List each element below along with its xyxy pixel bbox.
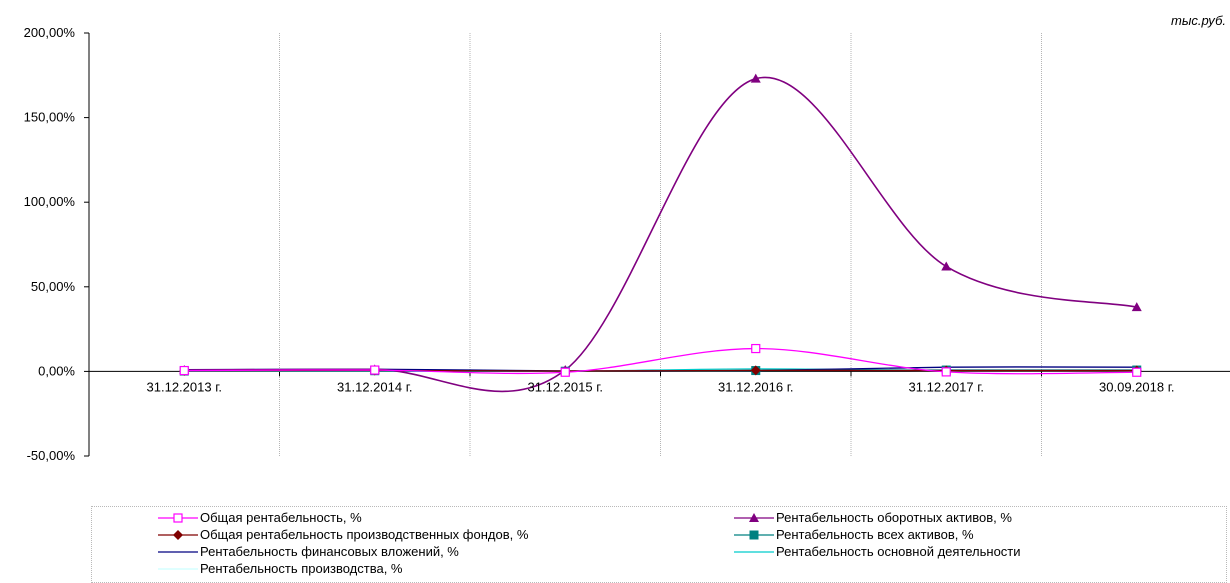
legend-swatch (734, 530, 774, 539)
data-point-marker-1 (941, 261, 952, 271)
data-point-marker-2 (750, 365, 761, 376)
legend-item: Рентабельность финансовых вложений, % (158, 543, 459, 560)
axes (84, 32, 1230, 457)
legend-swatch (158, 550, 198, 553)
legend-marker (749, 530, 759, 539)
series-line-1 (184, 76, 1137, 393)
series-line-0 (184, 347, 1137, 375)
legend-item: Рентабельность основной деятельности (734, 543, 1021, 560)
legend-label: Рентабельность основной деятельности (776, 544, 1021, 559)
legend-item: Общая рентабельность производственных фо… (158, 526, 528, 543)
legend-label: Общая рентабельность производственных фо… (200, 527, 529, 542)
legend-swatch (158, 512, 198, 523)
legend-label: Рентабельность оборотных активов, % (776, 510, 1012, 525)
legend-marker (173, 529, 183, 540)
legend-swatch (158, 567, 198, 570)
legend-label: Рентабельность производства, % (200, 561, 403, 576)
chart: 200,00%150,00%100,00%50,00%0,00%-50,00% … (24, 25, 1230, 463)
x-tick-label: 31.12.2016 г. (718, 379, 793, 394)
data-point-marker-0 (941, 367, 951, 377)
legend-item: Рентабельность производства, % (158, 560, 403, 577)
legend-label: Рентабельность всех активов, % (776, 527, 974, 542)
series-markers (179, 73, 1142, 377)
y-tick-label: 0,00% (38, 363, 75, 378)
data-point-marker-1 (750, 73, 761, 83)
data-point-marker-0 (560, 367, 570, 377)
y-tick-labels: 200,00% 150,00% 100,00% 50,00% 0,00% -50,00% (24, 25, 76, 463)
y-tick-label: 150,00% (24, 110, 76, 125)
x-tick-label: 30.09.2018 г. (1099, 379, 1174, 394)
y-tick-label: 100,00% (24, 194, 76, 209)
unit-label: тыс.руб. (1170, 13, 1226, 28)
data-point-marker-0 (1132, 367, 1142, 377)
y-tick-label: 200,00% (24, 25, 76, 40)
legend: Общая рентабельность, % Рентабельность об… (91, 506, 1227, 583)
data-point-marker-0 (751, 343, 761, 354)
legend-swatch (158, 529, 198, 540)
y-tick-label: 50,00% (31, 279, 76, 294)
x-tick-label: 31.12.2014 г. (337, 379, 412, 394)
legend-item: Рентабельность оборотных активов, % (734, 509, 1012, 526)
legend-marker (173, 512, 183, 523)
data-point-marker-1 (1131, 302, 1142, 312)
data-point-marker-0 (179, 365, 189, 376)
legend-swatch (734, 512, 774, 522)
legend-swatch (734, 550, 774, 553)
legend-item: Рентабельность всех активов, % (734, 526, 974, 543)
x-tick-label: 31.12.2017 г. (909, 379, 984, 394)
legend-item: Общая рентабельность, % (158, 509, 362, 526)
x-tick-label: 31.12.2015 г. (528, 379, 603, 394)
data-point-marker-0 (370, 365, 380, 375)
legend-label: Общая рентабельность, % (200, 510, 362, 525)
x-tick-labels: 31.12.2013 г. 31.12.2014 г. 31.12.2015 г. 3… (147, 379, 1175, 394)
legend-label: Рентабельность финансовых вложений, % (200, 544, 459, 559)
legend-marker (749, 512, 759, 522)
gridlines (279, 33, 1042, 456)
series-lines (184, 76, 1137, 393)
x-tick-label: 31.12.2013 г. (147, 379, 222, 394)
y-tick-label: -50,00% (27, 448, 76, 463)
